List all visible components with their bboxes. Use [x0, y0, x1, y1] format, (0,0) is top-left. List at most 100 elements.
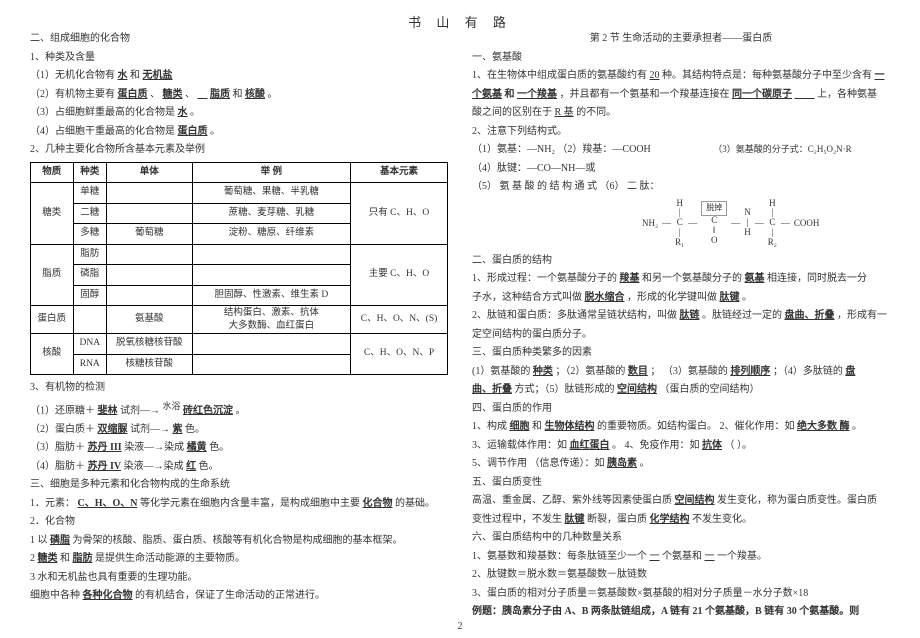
diag-h: H — [744, 228, 751, 238]
blank: 紫 — [173, 424, 183, 435]
blank: 羧基 — [620, 273, 640, 284]
line: （4）占细胞干重最高的化合物是 蛋白质 。 — [30, 123, 448, 142]
line: 5、调节作用 （信息传递）：如 胰岛素 。 — [472, 455, 890, 474]
text: （1）无机化合物有 — [30, 70, 115, 81]
diag-box: 脱掉 — [701, 201, 727, 216]
text: 和 — [130, 70, 140, 81]
td: C、H、O、N、P — [351, 334, 448, 375]
text: 和 — [60, 553, 70, 564]
heading: 五、蛋白质变性 — [472, 474, 890, 493]
line: 酸之间的区别在于 R 基 的不同。 — [472, 104, 890, 123]
td: 氨基酸 — [107, 306, 193, 334]
text: （4）占细胞干重最高的化合物是 — [30, 126, 175, 137]
text: 1、氨基数和羧基数：每条肽链至少一个 — [472, 551, 647, 562]
text: 1、构成 — [472, 421, 507, 432]
blank: 曲、折叠 — [472, 384, 512, 395]
th: 物质 — [31, 162, 74, 183]
line: （1）氨基：—NH₂ （2）羧基：—COOH （3）氨基酸的分子式：C₂H₅O₂… — [472, 141, 890, 160]
page-number: 2 — [0, 621, 920, 632]
td: 淀粉、糖原、纤维素 — [192, 224, 350, 245]
text: 种。其结构特点是：每种氨基酸分子中至少含有 — [662, 70, 872, 81]
text: 2、肽链和蛋白质：多肽通常呈链状结构，叫做 — [472, 310, 677, 321]
td: 胆固醇、性激素、维生素 D — [192, 285, 350, 306]
text: （ ）。 — [725, 440, 753, 451]
line: 3、蛋白质的相对分子质量＝氨基酸数×氨基酸的相对分子质量－水分子数×18 — [472, 585, 890, 604]
text: 1、形成过程：一个氨基酸分子的 — [472, 273, 617, 284]
td: C、H、O、N、(S) — [351, 306, 448, 334]
blank: 双缩脲 — [98, 424, 128, 435]
dash: — — [755, 215, 764, 232]
text: 、 — [185, 89, 195, 100]
text: 和另一个氨基酸分子的 — [642, 273, 742, 284]
td: 脂质 — [31, 244, 74, 306]
text: 和 — [505, 89, 515, 100]
blank — [198, 89, 208, 100]
td — [73, 306, 107, 334]
th: 举 例 — [192, 162, 350, 183]
sup: 水浴 — [163, 401, 181, 411]
text: （3）脂肪＋ — [30, 442, 85, 453]
text: （1）氨基：—NH₂ （2）羧基：—COOH — [472, 144, 651, 155]
blank: 核酸 — [245, 89, 265, 100]
line: （1）还原糖＋ 斐林 试剂—→ 水浴 砖红色沉淀 。 — [30, 398, 448, 421]
section-title: 第 2 节 生命活动的主要承担者——蛋白质 — [472, 30, 890, 49]
text: 试剂—→ — [120, 405, 160, 416]
table-row: 核酸 DNA 脱氧核糖核苷酸 C、H、O、N、P — [31, 334, 448, 355]
line: 2 糖类 和 脂肪 是提供生命活动能源的主要物质。 — [30, 550, 448, 569]
heading: 三、细胞是多种元素和化合物构成的生命系统 — [30, 476, 448, 495]
line: 个氨基 和 一个羧基 ，并且都有一个氨基和一个羧基连接在 同一个碳原子 上，各种… — [472, 86, 890, 105]
blank: 一 — [650, 551, 660, 562]
blank: C、H、O、N — [78, 498, 138, 509]
td: 只有 C、H、O — [351, 183, 448, 245]
td: DNA — [73, 334, 107, 355]
heading: 二、组成细胞的化合物 — [30, 30, 448, 49]
text: 变性过程中，不发生 — [472, 514, 562, 525]
blank: 水 — [118, 70, 128, 81]
dash: — — [662, 215, 671, 232]
text: 试剂—→ — [130, 424, 170, 435]
text: 。 — [236, 405, 246, 416]
line: （5） 氨 基 酸 的 结 构 通 式 （6） 二 肽： — [472, 178, 890, 197]
th: 单体 — [107, 162, 193, 183]
line: （1）无机化合物有 水 和 无机盐 — [30, 67, 448, 86]
blank: 橘黄 — [187, 442, 207, 453]
text: 和 — [233, 89, 243, 100]
blank: 一个羧基 — [517, 89, 557, 100]
line: 曲、折叠 方式；（5）肽链形成的 空间结构 （蛋白质的空间结构） — [472, 381, 890, 400]
line: （2）蛋白质＋ 双缩脲 试剂—→ 紫 色。 — [30, 421, 448, 440]
blank: 肽键 — [720, 292, 740, 303]
line: 变性过程中，不发生 肽键 断裂，蛋白质 化学结构 不发生变化。 — [472, 511, 890, 530]
text: 上，各种氨基 — [817, 89, 877, 100]
peptide-diagram: NH₂— H | C | R₁ — 脱掉 C ‖ O — N | H — — [642, 199, 890, 248]
blank: 盘 — [845, 366, 855, 377]
td: 单糖 — [73, 183, 107, 204]
text: 1、在生物体中组成蛋白质的氨基酸约有 — [472, 70, 647, 81]
table-row: 蛋白质 氨基酸 结构蛋白、激素、抗体大多数酶、血红蛋白 C、H、O、N、(S) — [31, 306, 448, 334]
text: 酸之间的区别在于 — [472, 107, 552, 118]
text: 等化学元素在细胞内含量丰富，是构成细胞中主要 — [140, 498, 360, 509]
line: 3 水和无机盐也具有重要的生理功能。 — [30, 569, 448, 588]
blank: 化合物 — [363, 498, 393, 509]
dash: — — [688, 215, 697, 232]
text: 和 — [532, 421, 542, 432]
heading: 四、蛋白质的作用 — [472, 400, 890, 419]
line: （3）占细胞鲜重最高的化合物是 水 。 — [30, 104, 448, 123]
line: 1．元素： C、H、O、N 等化学元素在细胞内含量丰富，是构成细胞中主要 化合物… — [30, 495, 448, 514]
blank: 20 — [650, 70, 660, 81]
line: 子水，这种结合方式叫做 脱水缩合 ，形成的化学键叫做 肽键 。 — [472, 289, 890, 308]
left-column: 二、组成细胞的化合物 1、种类及含量 （1）无机化合物有 水 和 无机盐 （2）… — [30, 30, 448, 622]
subheading: 2、几种主要化合物所含基本元素及举例 — [30, 141, 448, 160]
td: 固醇 — [73, 285, 107, 306]
th: 种类 — [73, 162, 107, 183]
text: 。肽链经过一定的 — [702, 310, 782, 321]
text: （蛋白质的空间结构） — [660, 384, 760, 395]
table-row: 脂质 脂肪 主要 C、H、O — [31, 244, 448, 265]
text: 。 — [742, 292, 752, 303]
blank: 细胞 — [510, 421, 530, 432]
text: 。 4、免疫作用：如 — [612, 440, 700, 451]
line: （2）有机物主要有 蛋白质 、 糖类 、 脂质 和 核酸 。 — [30, 86, 448, 105]
td: 核糖核苷酸 — [107, 354, 193, 375]
text: ，形成有一 — [837, 310, 887, 321]
blank: 无机盐 — [143, 70, 173, 81]
compound-table: 物质 种类 单体 举 例 基本元素 糖类 单糖 葡萄糖、果糖、半乳糖 只有 C、… — [30, 162, 448, 376]
